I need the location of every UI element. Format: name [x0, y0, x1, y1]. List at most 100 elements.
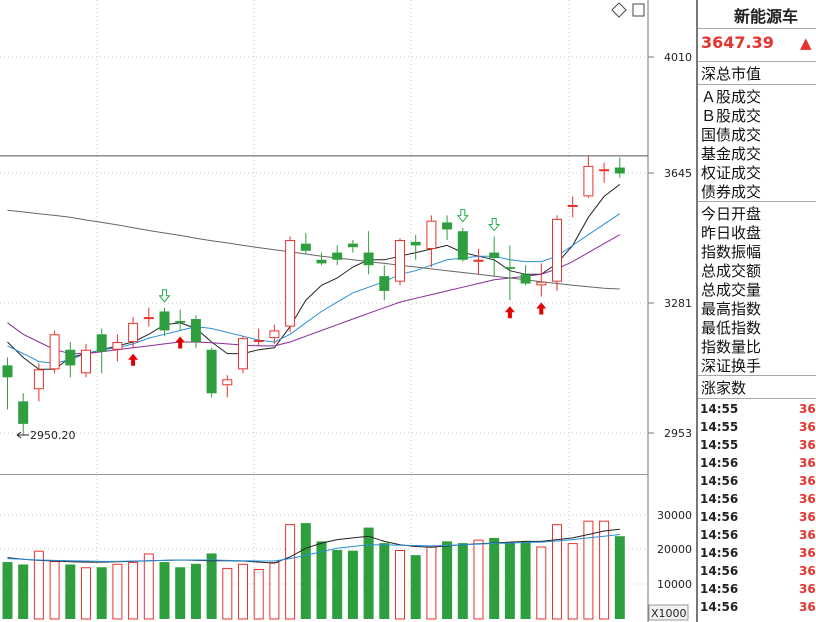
candle-body: [583, 165, 594, 197]
field-prev-close: 昨日收盘: [701, 224, 762, 242]
volume-tick-label: 10000: [657, 578, 692, 591]
volume-bar: [238, 563, 248, 620]
candle-body: [395, 240, 405, 282]
volume-bar: [112, 563, 123, 620]
tick-value: 36: [799, 420, 816, 434]
tick-row: 14:56 36: [698, 598, 816, 616]
volume-bar: [190, 563, 201, 619]
tick-value: 36: [799, 600, 816, 614]
candle-body: [457, 231, 468, 260]
candle-body: [520, 274, 531, 284]
tick-value: 36: [799, 546, 816, 560]
tick-time: 14:56: [700, 600, 739, 614]
candle-body: [33, 369, 44, 390]
volume-ma-line: [7, 534, 620, 562]
tick-row: 14:56 36: [698, 508, 816, 526]
tick-time: 14:56: [700, 528, 739, 542]
field-low: 最低指数: [701, 319, 762, 337]
candle-body: [473, 259, 484, 262]
buy-signal-arrow: [175, 336, 186, 349]
candle-body: [489, 252, 500, 258]
volume-bar: [583, 520, 594, 620]
low-marker: 2950.20: [16, 429, 76, 442]
ma-line: [7, 184, 621, 370]
volume-bar: [81, 567, 91, 620]
last-price: 3647.39: [701, 33, 774, 52]
volume-bar: [206, 553, 217, 619]
candle-body: [347, 243, 358, 248]
price-axis: 4010 3645 3281 2953: [648, 51, 692, 440]
volume-bar: [536, 546, 547, 620]
tick-row: 14:56 36: [698, 454, 816, 472]
candle-body: [112, 341, 123, 350]
candle-body: [190, 319, 201, 342]
tick-value: 36: [799, 456, 816, 470]
volume-bar: [599, 520, 610, 620]
tick-time: 14:56: [700, 546, 739, 560]
candle-body: [269, 330, 280, 339]
moving-averages: [7, 184, 621, 370]
divider: [698, 201, 816, 202]
volume-bar: [300, 523, 311, 619]
field-high: 最高指数: [701, 300, 762, 318]
tick-row: 14:55 36: [698, 436, 816, 454]
candle-body: [614, 167, 625, 174]
volume-bar: [18, 564, 29, 619]
candle-body: [442, 222, 453, 230]
sell-signal-arrow: [158, 289, 171, 303]
candle-body: [206, 349, 217, 394]
volume-bar: [175, 567, 186, 619]
volume-axis: 30000 20000 10000 X1000: [648, 509, 692, 621]
candle-body: [599, 169, 610, 172]
candle-body: [128, 322, 139, 342]
ma-line: [7, 213, 621, 364]
tick-value: 36: [799, 564, 816, 578]
field-volume-ratio: 指数量比: [701, 338, 762, 356]
field-amplitude: 指数振幅: [701, 243, 762, 261]
candle-body: [332, 252, 343, 260]
square-icon[interactable]: [632, 3, 645, 17]
candle-body: [159, 311, 170, 331]
candle-body: [222, 379, 233, 386]
price-tick-label: 2953: [664, 427, 692, 440]
tick-value: 36: [799, 474, 816, 488]
tick-time: 14:55: [700, 438, 739, 452]
volume-bar: [316, 541, 327, 619]
volume-bar: [442, 541, 453, 619]
tick-value: 36: [799, 582, 816, 596]
volume-bar: [552, 524, 562, 620]
volume-bar: [96, 567, 107, 619]
buy-signal-arrow: [504, 306, 515, 319]
candle-body: [143, 317, 154, 320]
tick-value: 36: [799, 402, 816, 416]
candle-body: [567, 205, 578, 208]
candles: [2, 155, 625, 435]
volume-bar: [426, 546, 437, 620]
volume-bar: [520, 541, 531, 619]
volume-bar: [332, 550, 343, 619]
tick-row: 14:55 36: [698, 400, 816, 418]
volume-bar: [473, 539, 484, 620]
volume-bar: [395, 550, 405, 620]
divider: [698, 375, 816, 376]
tick-time: 14:56: [700, 564, 739, 578]
tick-time: 14:56: [700, 582, 739, 596]
tick-row: 14:56 36: [698, 490, 816, 508]
tick-time: 14:55: [700, 402, 739, 416]
candle-body: [536, 281, 547, 286]
sell-signal-arrow: [456, 209, 469, 223]
volume-bar: [504, 543, 515, 619]
volume-unit-box: [648, 604, 689, 621]
volume-bar: [49, 561, 60, 620]
tick-row: 14:56 36: [698, 544, 816, 562]
candle-body: [49, 334, 60, 370]
buy-signal-arrow: [128, 353, 139, 366]
index-title: 新能源车: [734, 7, 799, 26]
field-turnover-rate: 深证换手: [701, 357, 762, 375]
tick-time: 14:55: [700, 420, 739, 434]
diamond-icon[interactable]: [611, 2, 627, 18]
field-b-share: Ｂ股成交: [701, 107, 762, 125]
sell-signal-arrow: [488, 218, 501, 232]
price-tick-label: 3645: [664, 167, 692, 180]
